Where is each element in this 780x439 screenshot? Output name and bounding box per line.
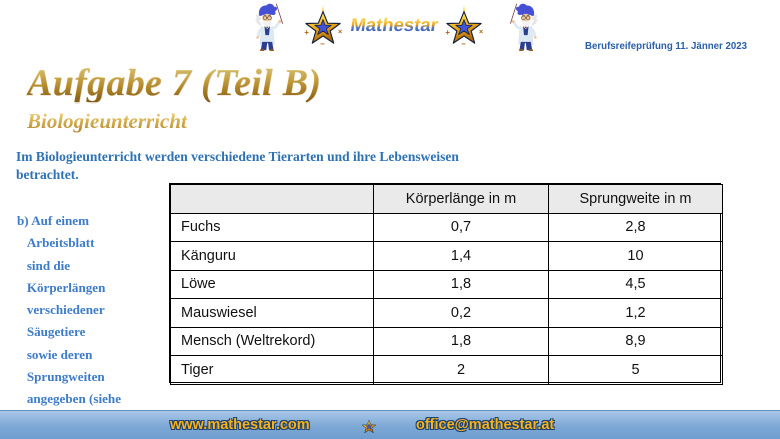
svg-text:+: + [304, 28, 309, 37]
svg-text:−: − [461, 40, 466, 49]
svg-text:−: − [320, 40, 325, 49]
svg-text:×: × [338, 28, 342, 36]
svg-text:×: × [479, 28, 483, 36]
svg-text:+: + [445, 28, 450, 37]
